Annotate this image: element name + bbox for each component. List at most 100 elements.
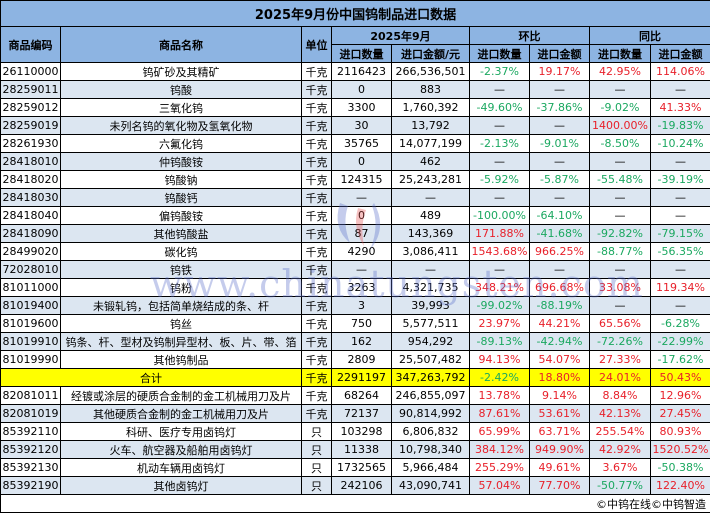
cell-unit: 千克 — [301, 404, 332, 423]
table-row: 85392110 科研、医疗专用卤钨灯只 103298 6,806,832 65.99%… — [0, 422, 710, 441]
cell-mom-amount: -64.10% — [529, 206, 590, 225]
table-row: 26110000 钨矿砂及其精矿 千克 2116423 266,536,501 -2.37… — [0, 62, 710, 81]
cell-amount: 1,760,392 — [391, 98, 470, 117]
cell-mom-amount: 18.80% — [529, 368, 590, 387]
cell-yoy-qty: — — [589, 80, 651, 99]
cell-yoy-qty: -72.26% — [589, 332, 651, 351]
table-row: 28418040 偏钨酸铵 千克 0 489 -100.00% -64.10% — — — [0, 206, 710, 225]
cell-yoy-amount: -10.24% — [649, 134, 710, 153]
cell-amount: 883 — [391, 80, 470, 99]
cell-amount: — — [391, 188, 470, 207]
cell-mom-amount: -42.94% — [529, 332, 590, 351]
cell-yoy-amount: 41.33% — [649, 98, 710, 117]
cell-qty: 2291197 — [331, 368, 392, 387]
header-period: 2025年9月 — [331, 26, 470, 45]
cell-qty: — — [331, 260, 392, 279]
cell-yoy-qty: -92.82% — [589, 224, 651, 243]
cell-mom-amount: -37.86% — [529, 98, 590, 117]
table-title: 2025年9月份中国钨制品进口数据 — [0, 0, 710, 27]
cell-unit: 千克 — [301, 224, 332, 243]
cell-yoy-amount: — — [649, 188, 710, 207]
cell-yoy-qty: -9.02% — [589, 98, 651, 117]
cell-yoy-qty: — — [589, 206, 651, 225]
cell-yoy-amount: -79.15% — [649, 224, 710, 243]
cell-mom-amount: 53.61% — [529, 404, 590, 423]
cell-code: 82081019 — [0, 404, 61, 423]
cell-code: 26110000 — [0, 62, 61, 81]
cell-name: 其他钨酸盐 — [60, 224, 302, 243]
cell-yoy-amount: — — [649, 260, 710, 279]
table-row: 81019400 未锻轧钨，包括简单烧结成的条、杆 千克 3 39,993 -99.02%… — [0, 296, 710, 315]
cell-unit: 千克 — [301, 314, 332, 333]
cell-yoy-qty: — — [589, 260, 651, 279]
cell-qty: 72137 — [331, 404, 392, 423]
cell-qty: 2809 — [331, 350, 392, 369]
cell-unit: 只 — [301, 440, 332, 459]
cell-name: 钨丝 — [60, 314, 302, 333]
cell-yoy-qty: -50.77% — [589, 476, 651, 495]
table-row: 81019910 钨条、杆、型材及钨制异型材、板、片、带、箔 千克 162 954,29… — [0, 332, 710, 351]
cell-code: 85392110 — [0, 422, 61, 441]
cell-mom-qty: 255.29% — [469, 458, 530, 477]
header-mom-amount: 进口金额 — [529, 44, 590, 63]
cell-mom-qty: 94.13% — [469, 350, 530, 369]
cell-amount: — — [391, 260, 470, 279]
cell-amount: 10,798,340 — [391, 440, 470, 459]
cell-name: 机动车辆用卤钨灯 — [60, 458, 302, 477]
cell-mom-amount: -5.87% — [529, 170, 590, 189]
cell-qty: 162 — [331, 332, 392, 351]
cell-mom-amount: -88.19% — [529, 296, 590, 315]
cell-unit: 只 — [301, 476, 332, 495]
cell-yoy-qty: 42.92% — [589, 440, 651, 459]
table-row: 81019600 钨丝 千克 750 5,577,511 23.97% 44.21% 65.5… — [0, 314, 710, 333]
cell-amount: 43,090,741 — [391, 476, 470, 495]
cell-yoy-qty: — — [589, 152, 651, 171]
cell-yoy-qty: 42.13% — [589, 404, 651, 423]
cell-mom-qty: -2.13% — [469, 134, 530, 153]
cell-yoy-amount: -22.99% — [649, 332, 710, 351]
header-mom: 环比 — [469, 26, 590, 45]
cell-code: 28261930 — [0, 134, 61, 153]
table-row: 28418010 仲钨酸铵 千克 0 462— — — — — [0, 152, 710, 171]
cell-qty: 0 — [331, 206, 392, 225]
cell-qty: 87 — [331, 224, 392, 243]
cell-name: 钨酸钙 — [60, 188, 302, 207]
cell-code: 85392190 — [0, 476, 61, 495]
cell-mom-qty: -2.37% — [469, 62, 530, 81]
cell-mom-qty: 348.21% — [469, 278, 530, 297]
cell-mom-qty: — — [469, 152, 530, 171]
cell-name: 钨酸 — [60, 80, 302, 99]
cell-code: 28418040 — [0, 206, 61, 225]
cell-unit: 千克 — [301, 368, 332, 387]
cell-unit: 千克 — [301, 278, 332, 297]
cell-unit: 千克 — [301, 134, 332, 153]
table-row: 28261930 六氟化钨 千克 35765 14,077,199 -2.13% -9.01… — [0, 134, 710, 153]
cell-mom-amount: 63.71% — [529, 422, 590, 441]
cell-yoy-qty: 33.08% — [589, 278, 651, 297]
cell-name: 偏钨酸铵 — [60, 206, 302, 225]
cell-mom-amount: 44.21% — [529, 314, 590, 333]
cell-amount: 489 — [391, 206, 470, 225]
cell-unit: 只 — [301, 422, 332, 441]
cell-name: 六氟化钨 — [60, 134, 302, 153]
cell-code: 81019600 — [0, 314, 61, 333]
table-row: 82081011 经镀或涂层的硬质合金制的金工机械用刀及片 千克 68264 246,8… — [0, 386, 710, 405]
cell-name: 钨条、杆、型材及钨制异型材、板、片、带、箔 — [60, 332, 302, 351]
cell-mom-qty: — — [469, 260, 530, 279]
cell-yoy-amount: 114.06% — [649, 62, 710, 81]
cell-qty: 68264 — [331, 386, 392, 405]
cell-qty: 0 — [331, 80, 392, 99]
table-row: 81019990 其他钨制品 千克 2809 25,507,482 94.13% 54.07… — [0, 350, 710, 369]
cell-amount: 462 — [391, 152, 470, 171]
cell-yoy-qty: 42.95% — [589, 62, 651, 81]
cell-yoy-qty: — — [589, 296, 651, 315]
cell-mom-amount: — — [529, 152, 590, 171]
cell-code: 81019400 — [0, 296, 61, 315]
cell-yoy-amount: -17.62% — [649, 350, 710, 369]
cell-yoy-amount: 1520.52% — [649, 440, 710, 459]
table-row: 81011000 钨粉 千克 3263 4,321,735 348.21% 696.68% 3… — [0, 278, 710, 297]
cell-name: 钨矿砂及其精矿 — [60, 62, 302, 81]
cell-yoy-qty: 255.54% — [589, 422, 651, 441]
cell-name: 其他卤钨灯 — [60, 476, 302, 495]
cell-mom-qty: 87.61% — [469, 404, 530, 423]
